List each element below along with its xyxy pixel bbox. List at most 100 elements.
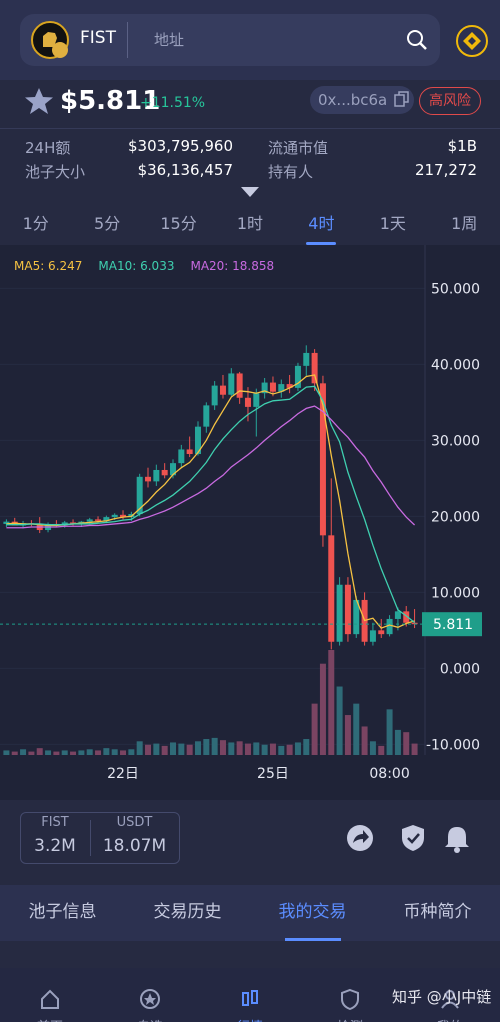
- volume-bar: [411, 743, 418, 755]
- candle-body: [394, 611, 401, 619]
- candle-body: [344, 584, 351, 635]
- candle-body: [111, 514, 118, 518]
- volume-bar: [145, 744, 152, 755]
- detail-tab[interactable]: 币种简介: [403, 902, 472, 922]
- legend-entry: MA10: 6.033: [98, 259, 174, 273]
- candle-body: [244, 397, 251, 407]
- volume-bar: [86, 749, 93, 755]
- y-tick-label: 40.000: [431, 357, 480, 373]
- volume-bar: [253, 742, 260, 755]
- stat-value: 217,272: [414, 161, 477, 179]
- ma-line: [6, 405, 416, 529]
- nav-icon[interactable]: [339, 988, 361, 1010]
- candle-body: [61, 522, 68, 525]
- expand-arrow[interactable]: [240, 186, 260, 198]
- candle-body: [228, 373, 235, 395]
- divider: [0, 128, 500, 129]
- candle-body: [95, 519, 102, 521]
- nav-item[interactable]: 我的: [400, 968, 500, 1022]
- volume-bar: [153, 743, 160, 755]
- price-change: +11.51%: [140, 95, 206, 111]
- timeframe-tab[interactable]: 15分: [160, 214, 197, 233]
- timeframe-tab[interactable]: 1时: [236, 214, 264, 233]
- nav-item[interactable]: 行情: [200, 968, 300, 1022]
- timeframe-tab[interactable]: 1周: [451, 214, 478, 233]
- volume-bar: [186, 744, 193, 755]
- star-icon[interactable]: [24, 86, 54, 116]
- volume-bar: [244, 743, 251, 755]
- volume-bar: [120, 750, 127, 755]
- detail-tabs: 池子信息 交易历史 我的交易 币种简介: [0, 885, 500, 941]
- nav-icon[interactable]: [139, 988, 161, 1010]
- stat-value: $1B: [447, 137, 477, 155]
- volume-bar: [111, 749, 118, 755]
- volume-bar: [70, 751, 77, 755]
- timeframe-tab[interactable]: 5分: [94, 214, 121, 233]
- candle-body: [303, 352, 310, 366]
- candle-body: [136, 476, 143, 515]
- candle-body: [86, 519, 93, 522]
- volume-bar: [261, 744, 268, 755]
- x-tick-label: 22日: [107, 766, 139, 782]
- candle-body: [319, 383, 326, 536]
- candle-body: [161, 469, 168, 476]
- copy-icon[interactable]: [394, 91, 410, 107]
- volume-bar: [369, 741, 376, 755]
- volume-bar: [311, 703, 318, 755]
- nav-item[interactable]: 检测: [300, 968, 400, 1022]
- stat-label: 池子大小: [25, 163, 86, 181]
- candle-body: [386, 618, 393, 635]
- volume-bar: [45, 750, 52, 755]
- stat-label: 流通市值: [268, 139, 329, 157]
- timeframe-tab[interactable]: 4时: [286, 205, 357, 245]
- candle-body: [286, 384, 293, 388]
- nav-icon[interactable]: [439, 988, 461, 1010]
- search-placeholder[interactable]: 地址: [154, 31, 185, 49]
- detail-tab[interactable]: 我的交易: [250, 885, 375, 941]
- risk-badge: 高风险: [419, 87, 481, 115]
- chart: 50.000 40.000 30.000 20.000 10.000 0.000 -10.0…: [0, 245, 500, 800]
- legend-entry: MA20: 18.858: [190, 259, 274, 273]
- candle-body: [253, 393, 260, 407]
- search-box[interactable]: [20, 14, 440, 66]
- volume-bar: [361, 726, 368, 755]
- nav-item[interactable]: 首页: [0, 968, 100, 1022]
- x-tick-label: 25日: [257, 766, 289, 782]
- volume-bar: [3, 750, 10, 755]
- liquidity-value: 18.07M: [102, 836, 167, 856]
- search-icon[interactable]: [405, 28, 429, 52]
- bottom-nav: 首页自选行情检测我的: [0, 968, 500, 1022]
- separator: [90, 820, 91, 856]
- volume-bar: [386, 709, 393, 755]
- volume-bar: [236, 741, 243, 755]
- timeframe-tab[interactable]: 1天: [379, 214, 406, 233]
- candle-body: [403, 611, 410, 623]
- bnb-icon[interactable]: [455, 24, 489, 58]
- volume-bar: [161, 745, 168, 755]
- ma-line: [6, 374, 415, 629]
- volume-bar: [328, 650, 335, 755]
- nav-icon[interactable]: [39, 988, 61, 1010]
- nav-item[interactable]: 自选: [100, 968, 200, 1022]
- address-pill[interactable]: [310, 86, 414, 114]
- watermark: 知乎 @小J中链: [392, 988, 492, 1006]
- volume-bar: [178, 743, 185, 755]
- liquidity-label: FIST: [41, 815, 69, 830]
- detail-tab[interactable]: 交易历史: [153, 902, 222, 922]
- stat-label: 24H额: [25, 139, 71, 157]
- candle-body: [411, 622, 418, 625]
- legend-entry: MA5: 6.247: [14, 259, 82, 273]
- timeframe-tab[interactable]: 1分: [22, 214, 49, 233]
- volume-bar: [303, 739, 310, 755]
- nav-icon[interactable]: [239, 988, 261, 1010]
- separator: [127, 22, 128, 58]
- action-icons[interactable]: [345, 823, 485, 853]
- candle-body: [353, 599, 360, 635]
- volume-bar: [294, 742, 301, 755]
- volume-bar: [11, 751, 18, 755]
- volume-bar: [394, 729, 401, 755]
- candle-body: [145, 476, 152, 482]
- detail-tab[interactable]: 池子信息: [28, 902, 97, 922]
- address[interactable]: 0x...bc6a: [318, 91, 388, 109]
